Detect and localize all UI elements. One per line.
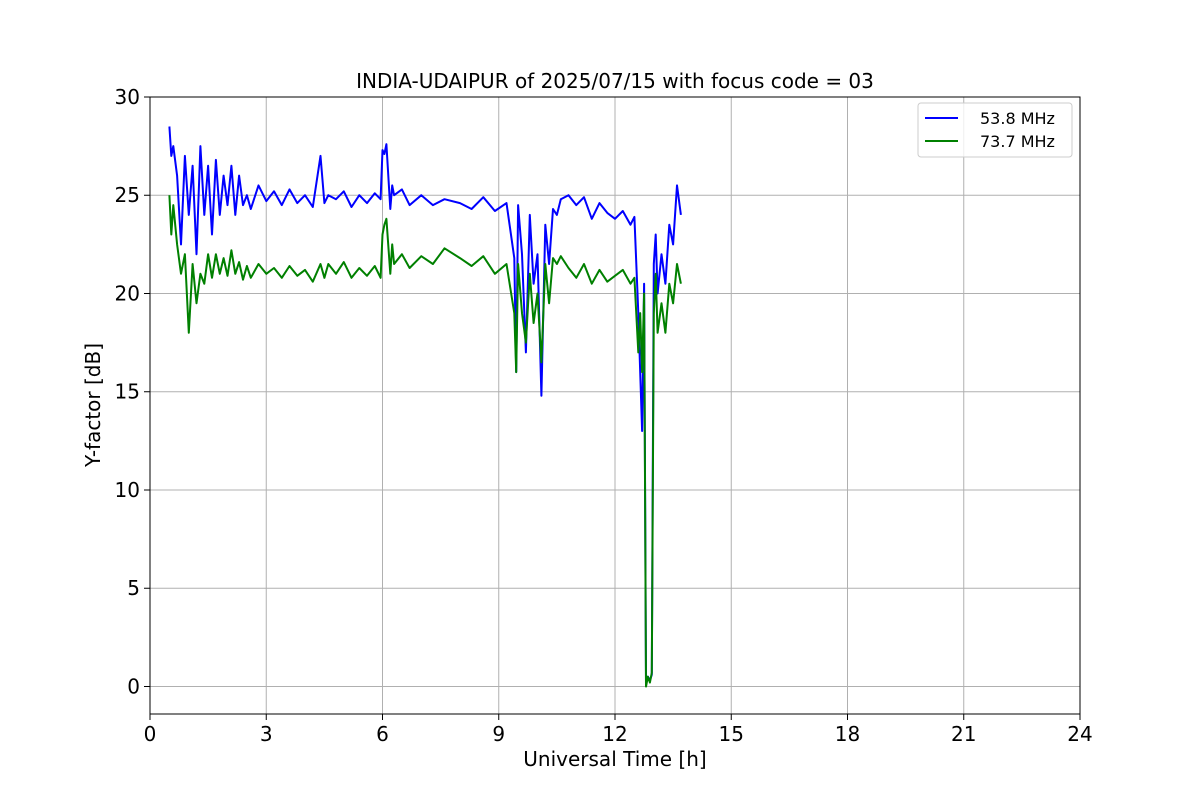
x-tick-label: 6 [376,722,389,746]
y-axis-label: Y-factor [dB] [81,343,105,468]
x-tick-label: 18 [835,722,860,746]
y-tick-label: 5 [127,576,140,600]
legend-box [917,102,1073,158]
x-axis-label: Universal Time [h] [523,747,706,771]
x-tick-label: 12 [602,722,627,746]
grid-layer [149,96,1081,714]
chart-title: INDIA-UDAIPUR of 2025/07/15 with focus c… [356,69,874,93]
legend: 53.8 MHz 73.7 MHz [917,102,1073,158]
series-line-73-7-mhz [168,195,682,688]
x-tick-label: 3 [260,722,273,746]
y-tick-label: 30 [115,85,140,109]
series-line-53-8-mhz [168,126,682,684]
x-tick-label: 24 [1067,722,1092,746]
y-tick-label: 15 [115,380,140,404]
ticks-layer: 0 3 6 9 12 15 18 21 24 0 5 10 15 20 25 30 [115,85,1093,746]
x-tick-label: 0 [144,722,157,746]
y-tick-label: 25 [115,183,140,207]
legend-label-53-8: 53.8 MHz [980,109,1055,128]
x-tick-label: 9 [492,722,505,746]
legend-label-73-7: 73.7 MHz [980,132,1055,151]
y-tick-label: 0 [127,674,140,698]
y-tick-label: 10 [115,478,140,502]
x-tick-label: 15 [719,722,744,746]
series-layer [168,126,682,688]
y-tick-label: 20 [115,281,140,305]
x-tick-label: 21 [951,722,976,746]
